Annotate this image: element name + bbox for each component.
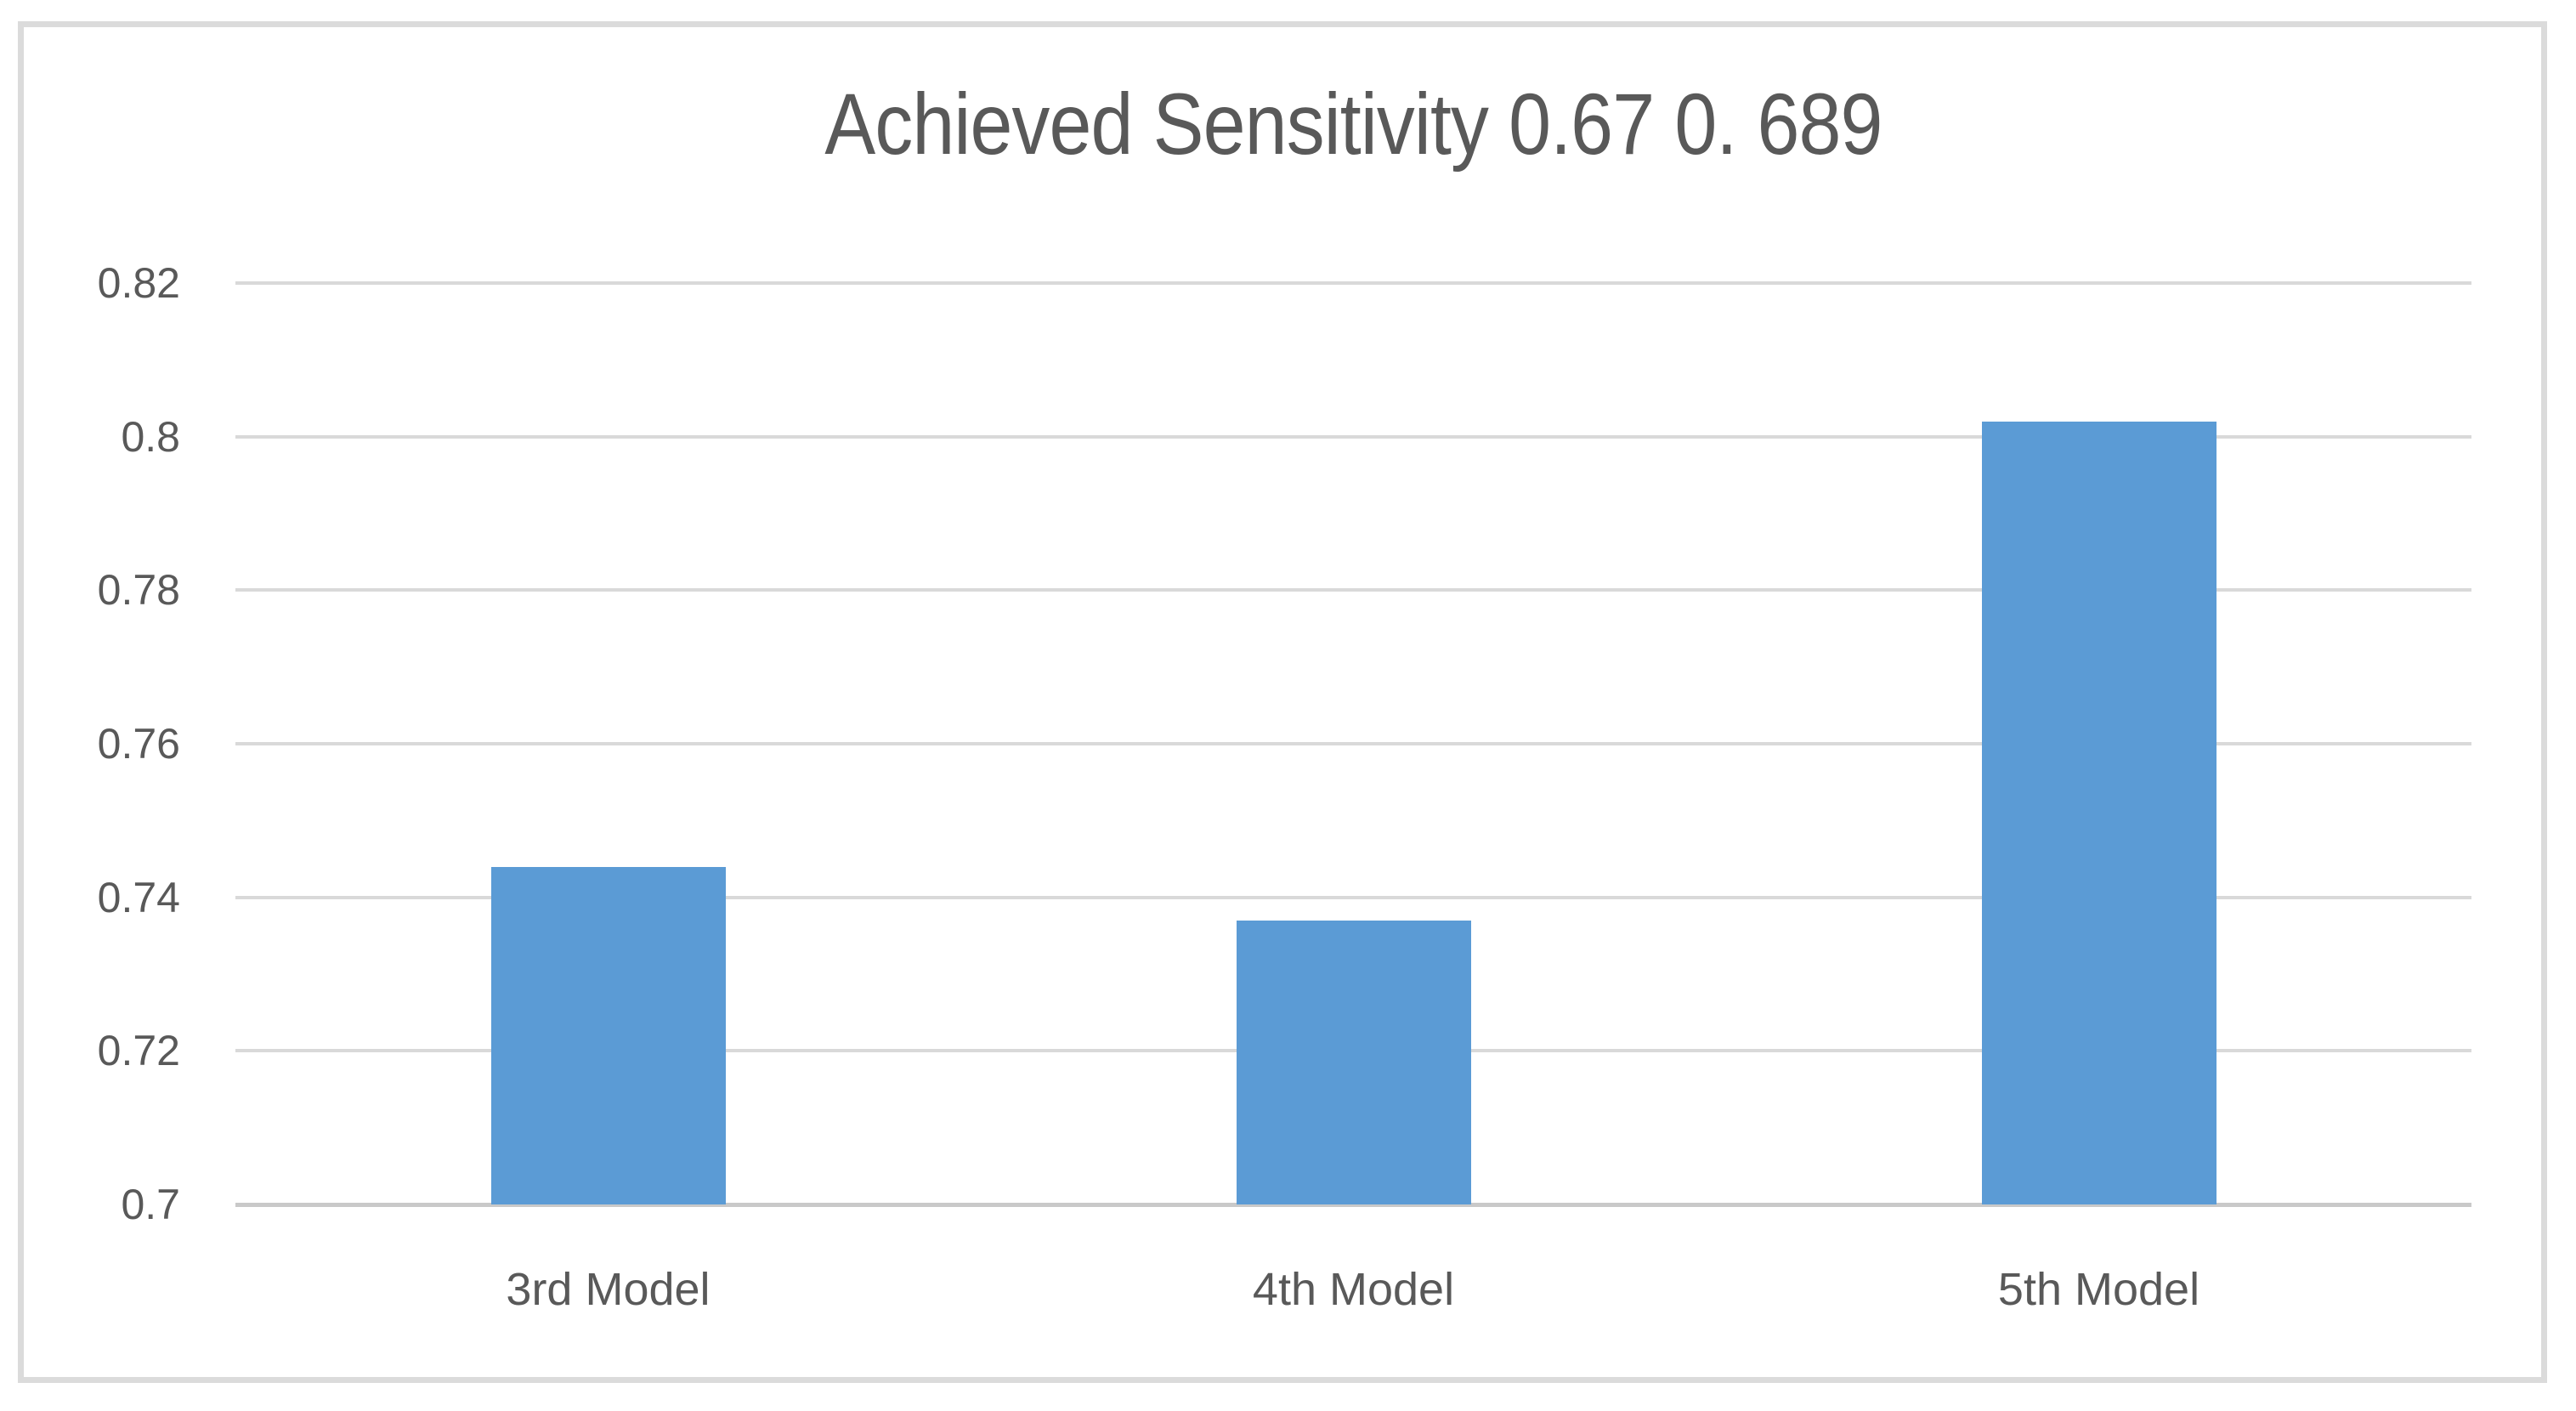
- y-axis-tick-label: 0.7: [121, 1181, 180, 1228]
- x-axis-line: [235, 1203, 2471, 1207]
- y-axis-tick-label: 0.8: [121, 412, 180, 461]
- gridline: [235, 434, 2471, 439]
- gridline: [235, 281, 2471, 285]
- gridline: [235, 588, 2471, 592]
- y-axis-tick-label: 0.78: [97, 566, 180, 615]
- chart-title: Achieved Sensitivity 0.67 0. 689: [824, 76, 1882, 173]
- y-axis-tick-label: 0.74: [97, 873, 180, 921]
- bar: [490, 866, 726, 1204]
- x-axis-category-label: 3rd Model: [506, 1264, 711, 1315]
- bar: [1981, 421, 2216, 1204]
- y-axis-tick-label: 0.76: [97, 720, 180, 768]
- y-axis-tick-label: 0.72: [97, 1027, 180, 1075]
- bar: [1236, 920, 1471, 1204]
- x-axis-category-label: 5th Model: [1997, 1264, 2200, 1315]
- y-axis-tick-label: 0.82: [97, 259, 180, 307]
- x-axis-category-label: 4th Model: [1252, 1264, 1455, 1315]
- gridline: [235, 742, 2471, 745]
- gridline: [235, 895, 2471, 899]
